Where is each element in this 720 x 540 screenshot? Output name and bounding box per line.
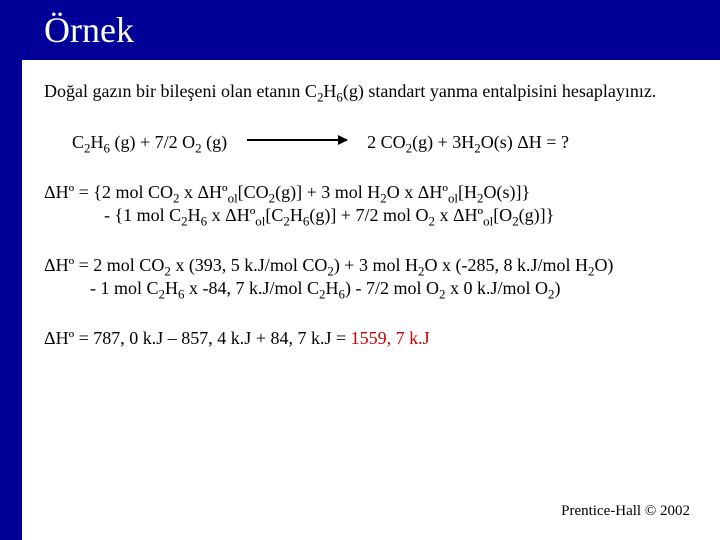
reaction-rhs: 2 CO2(g) + 3H2O(s) ΔH = ? [367, 131, 569, 154]
reaction-equation: C2H6 (g) + 7/2 O2 (g) 2 CO2(g) + 3H2O(s)… [44, 131, 690, 154]
formula-line: ΔHº = {2 mol CO2 x ΔHºol[CO2(g)] + 3 mol… [44, 181, 690, 204]
txt: x ΔHº [435, 205, 483, 225]
calc-line: - 1 mol C2H6 x -84, 7 k.J/mol C2H6) - 7/… [44, 277, 690, 300]
txt: (g) + 7/2 O [110, 132, 195, 152]
txt: ) + 3 mol H [334, 255, 418, 275]
txt: (g)] + 3 mol H [275, 182, 380, 202]
formula-line: - {1 mol C2H6 x ΔHºol[C2H6(g)] + 7/2 mol… [44, 204, 690, 227]
txt: O x (-285, 8 k.J/mol H [424, 255, 588, 275]
txt: (g) standart yanma entalpisini hesaplayı… [343, 81, 656, 101]
txt: [H [458, 182, 477, 202]
arrow-icon [247, 139, 347, 141]
txt: x 0 k.J/mol O [445, 278, 548, 298]
txt: O x ΔHº [387, 182, 448, 202]
left-accent-bar [0, 0, 22, 540]
txt: ΔHº = 2 mol CO [44, 255, 164, 275]
txt: ΔHº = {2 mol CO [44, 182, 173, 202]
reaction-lhs: C2H6 (g) + 7/2 O2 (g) [72, 131, 227, 154]
txt: [CO [238, 182, 269, 202]
txt: H [188, 205, 201, 225]
txt: x ΔHº [179, 182, 227, 202]
txt: Doğal gazın bir bileşeni olan etanın C [44, 81, 317, 101]
txt: x ΔHº [207, 205, 255, 225]
txt: x -84, 7 k.J/mol C [184, 278, 319, 298]
txt: ) - 7/2 mol O [345, 278, 439, 298]
txt: (g)] + 7/2 mol O [309, 205, 428, 225]
txt: - {1 mol C [104, 205, 181, 225]
slide-title: Örnek [44, 9, 134, 51]
txt: O(s) ΔH = ? [481, 132, 569, 152]
txt: O) [594, 255, 613, 275]
txt: (g)]} [519, 205, 555, 225]
sub: ol [255, 213, 265, 228]
txt: H [290, 205, 303, 225]
txt: C [72, 132, 84, 152]
problem-prompt: Doğal gazın bir bileşeni olan etanın C2H… [44, 80, 690, 103]
txt: ) [554, 278, 560, 298]
txt: O(s)]} [484, 182, 531, 202]
txt: H [165, 278, 178, 298]
txt: (g) [202, 132, 228, 152]
formula-block-1: ΔHº = {2 mol CO2 x ΔHºol[CO2(g)] + 3 mol… [44, 181, 690, 226]
slide-content: Doğal gazın bir bileşeni olan etanın C2H… [44, 80, 690, 350]
footer-copyright: Prentice-Hall © 2002 [561, 503, 690, 520]
txt: H [323, 81, 336, 101]
txt: ΔHº = 787, 0 k.J – 857, 4 k.J + 84, 7 k.… [44, 328, 351, 348]
result-value: 1559, 7 k.J [351, 328, 430, 348]
calc-line: ΔHº = 2 mol CO2 x (393, 5 k.J/mol CO2) +… [44, 254, 690, 277]
title-bar: Örnek [0, 0, 720, 60]
txt: H [91, 132, 104, 152]
txt: 2 CO [367, 132, 406, 152]
slide: Örnek Doğal gazın bir bileşeni olan etan… [0, 0, 720, 540]
txt: [O [493, 205, 512, 225]
txt: - 1 mol C [90, 278, 159, 298]
txt: (g) + 3H [412, 132, 474, 152]
sub: ol [483, 213, 493, 228]
result-block: ΔHº = 787, 0 k.J – 857, 4 k.J + 84, 7 k.… [44, 327, 690, 350]
txt: x (393, 5 k.J/mol CO [171, 255, 328, 275]
calc-block: ΔHº = 2 mol CO2 x (393, 5 k.J/mol CO2) +… [44, 254, 690, 299]
txt: H [325, 278, 338, 298]
txt: [C [265, 205, 283, 225]
